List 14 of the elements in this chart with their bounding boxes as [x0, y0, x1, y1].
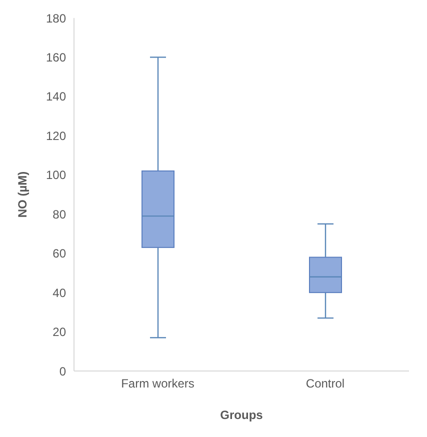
y-tick-label: 180: [46, 11, 66, 26]
x-tick-label: Control: [306, 376, 345, 391]
x-tick-label: Farm workers: [121, 376, 194, 391]
y-tick-label: 160: [46, 50, 66, 64]
y-tick-label: 140: [46, 90, 66, 104]
x-axis-title: Groups: [220, 408, 264, 422]
y-tick-label: 40: [52, 286, 66, 300]
y-tick-label: 60: [52, 246, 66, 261]
y-axis-title: NO (µM): [15, 171, 30, 218]
y-tick-label: 20: [52, 325, 66, 340]
y-tick-label: 120: [46, 128, 66, 143]
y-tick-label: 80: [52, 207, 66, 222]
y-tick-label: 100: [46, 168, 66, 182]
y-tick-label: 0: [59, 364, 66, 378]
